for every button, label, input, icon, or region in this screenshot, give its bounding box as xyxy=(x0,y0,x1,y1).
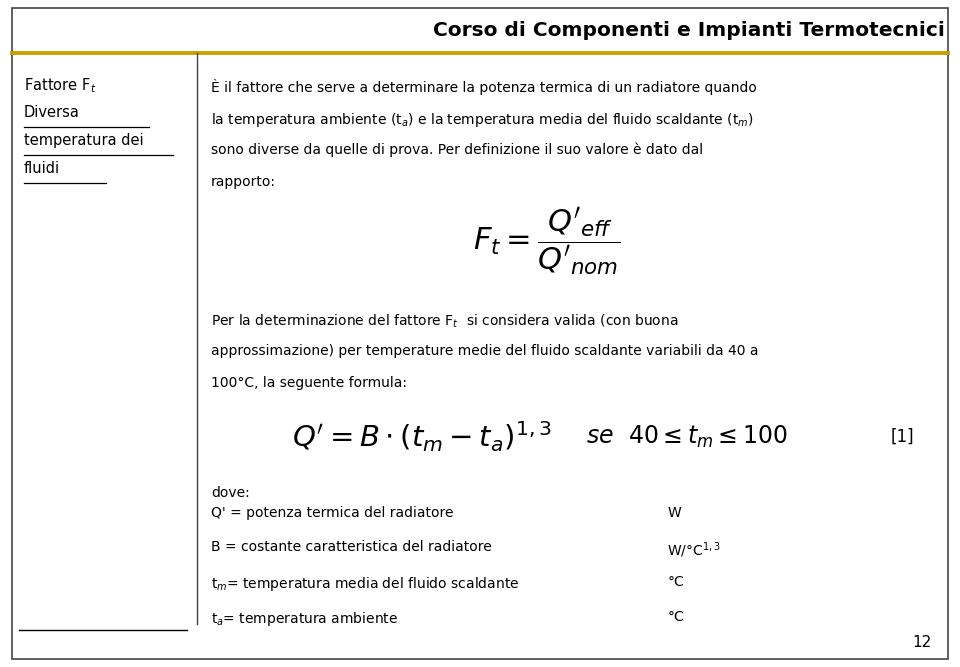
FancyBboxPatch shape xyxy=(12,8,948,659)
Text: 12: 12 xyxy=(912,636,931,650)
Text: fluidi: fluidi xyxy=(24,161,60,175)
Text: È il fattore che serve a determinare la potenza termica di un radiatore quando: È il fattore che serve a determinare la … xyxy=(211,79,757,95)
Text: approssimazione) per temperature medie del fluido scaldante variabili da 40 a: approssimazione) per temperature medie d… xyxy=(211,344,758,358)
Text: Per la determinazione del fattore F$_t$  si considera valida (con buona: Per la determinazione del fattore F$_t$ … xyxy=(211,312,679,329)
Text: $F_t = \dfrac{\mathit{Q}'_{\mathit{eff}}}{\mathit{Q}'_{\mathit{nom}}}$: $F_t = \dfrac{\mathit{Q}'_{\mathit{eff}}… xyxy=(473,205,621,277)
Text: temperatura dei: temperatura dei xyxy=(24,133,144,147)
Text: °C: °C xyxy=(667,575,684,589)
Text: dove:: dove: xyxy=(211,486,250,500)
Text: Q' = potenza termica del radiatore: Q' = potenza termica del radiatore xyxy=(211,506,454,520)
Text: sono diverse da quelle di prova. Per definizione il suo valore è dato dal: sono diverse da quelle di prova. Per def… xyxy=(211,143,704,157)
Text: Fattore F$_t$: Fattore F$_t$ xyxy=(24,76,96,95)
Text: $\mathit{Q'} = B \cdot \left(\mathit{t}_m - \mathit{t}_a\right)^{1,3}$: $\mathit{Q'} = B \cdot \left(\mathit{t}_… xyxy=(293,420,552,454)
Text: t$_a$= temperatura ambiente: t$_a$= temperatura ambiente xyxy=(211,610,398,628)
Text: t$_m$= temperatura media del fluido scaldante: t$_m$= temperatura media del fluido scal… xyxy=(211,575,519,593)
Text: B = costante caratteristica del radiatore: B = costante caratteristica del radiator… xyxy=(211,540,492,554)
Text: W/°C$^{1,3}$: W/°C$^{1,3}$ xyxy=(667,540,721,560)
Text: $\mathit{se}\ \ 40 \leq \mathit{t}_m \leq 100$: $\mathit{se}\ \ 40 \leq \mathit{t}_m \le… xyxy=(586,424,787,450)
Text: 100°C, la seguente formula:: 100°C, la seguente formula: xyxy=(211,376,407,390)
Text: rapporto:: rapporto: xyxy=(211,175,276,189)
Text: Diversa: Diversa xyxy=(24,105,80,119)
Text: W: W xyxy=(667,506,681,520)
Text: [1]: [1] xyxy=(891,428,914,446)
Text: la temperatura ambiente (t$_a$) e la temperatura media del fluido scaldante (t$_: la temperatura ambiente (t$_a$) e la tem… xyxy=(211,111,755,129)
Text: °C: °C xyxy=(667,610,684,624)
Text: Corso di Componenti e Impianti Termotecnici: Corso di Componenti e Impianti Termotecn… xyxy=(433,21,945,39)
